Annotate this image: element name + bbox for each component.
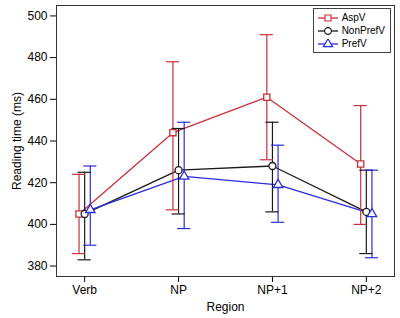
svg-text:NP+1: NP+1 [257,283,288,297]
svg-text:480: 480 [27,50,47,64]
svg-text:Reading time (ms): Reading time (ms) [10,92,24,190]
svg-text:420: 420 [27,176,47,190]
html-text:NonPrefV: NonPrefV [341,25,385,36]
svg-text:500: 500 [27,9,47,23]
svg-text:460: 460 [27,92,47,106]
svg-text:NP: NP [170,283,187,297]
html-text:PrefV: PrefV [341,38,367,49]
svg-text:NP+2: NP+2 [351,283,382,297]
html-text:AspV: AspV [341,12,366,23]
svg-text:400: 400 [27,217,47,231]
svg-text:380: 380 [27,259,47,273]
svg-text:Verb: Verb [72,283,97,297]
svg-text:Region: Region [206,300,244,314]
svg-text:440: 440 [27,134,47,148]
